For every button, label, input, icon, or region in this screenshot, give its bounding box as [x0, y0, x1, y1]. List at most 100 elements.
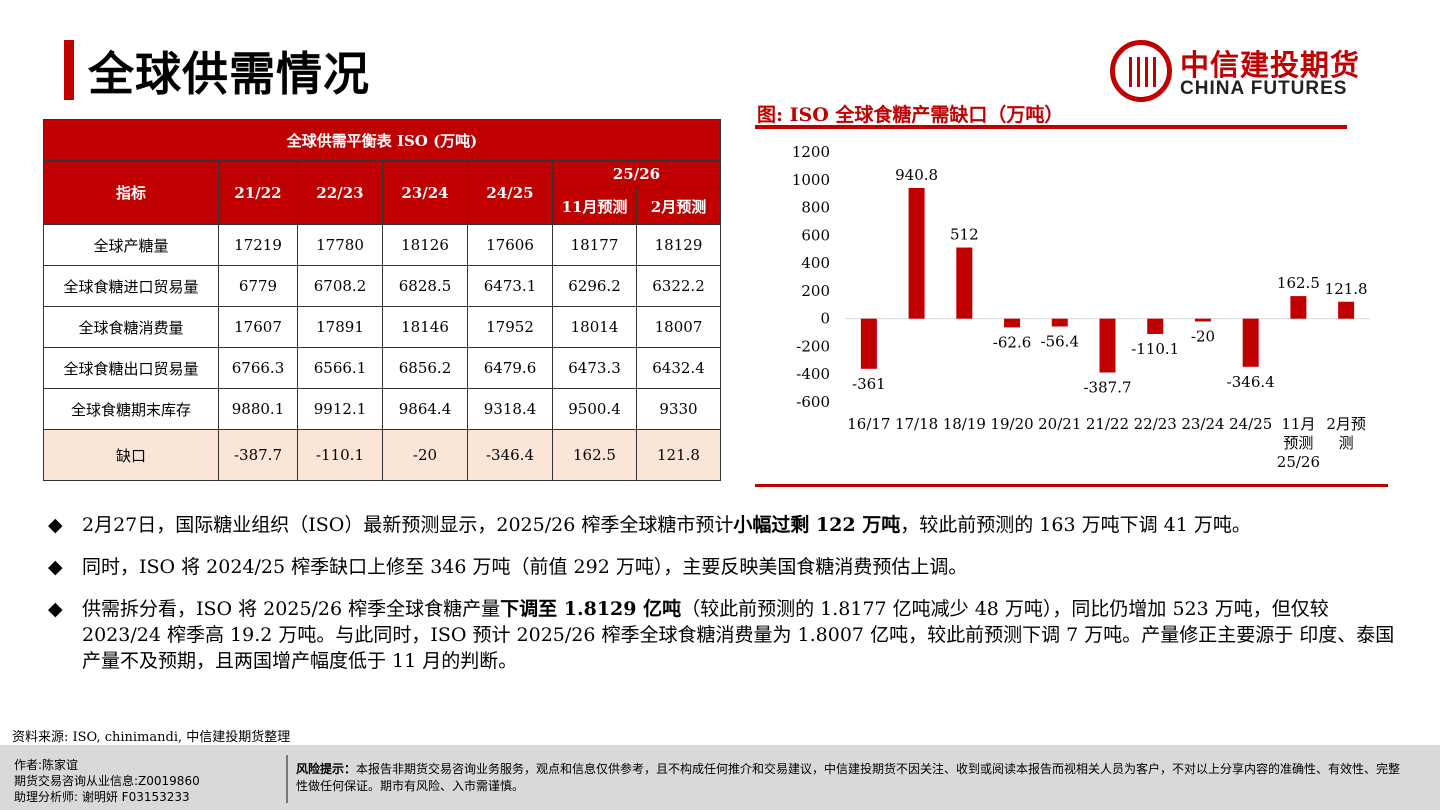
row-label: 全球食糖期末库存 — [43, 388, 219, 430]
x-tick-label: 20/21 — [1038, 415, 1081, 433]
data-label: 940.8 — [895, 166, 938, 184]
bullet-item: ◆ 供需拆分看，ISO 将 2025/26 榨季全球食糖产量下调至 1.8129 … — [48, 596, 1408, 674]
cell: 162.5 — [552, 429, 637, 481]
risk-text: 本报告非期货交易咨询业务服务，观点和信息仅供参考，且不构成任何推介和交易建议，中… — [296, 762, 1401, 793]
table-row: 全球产糖量 17219 17780 18126 17606 18177 18129 — [43, 224, 721, 266]
bullet-text: 小幅过剩 122 万吨 — [733, 514, 901, 536]
bar — [1051, 318, 1068, 327]
gap-bar-chart: 1200 1000 800 600 400 200 0 -200 -400 -600 -361 16/… — [792, 143, 1370, 471]
bullet-text: （较此前预测的 1.8177 亿吨减少 48 万吨），同比仍增加 523 万吨，… — [82, 598, 1395, 672]
cell: 6708.2 — [297, 265, 383, 307]
bar — [956, 247, 973, 319]
y-tick-label: 200 — [801, 282, 830, 300]
row-label: 全球食糖出口贸易量 — [43, 347, 219, 389]
y-tick-label: -400 — [796, 365, 830, 383]
bullet-item: ◆ 2月27日，国际糖业组织（ISO）最新预测显示，2025/26 榨季全球糖市预… — [48, 512, 1408, 538]
chart-bottom-line — [755, 484, 1388, 487]
cell: 6296.2 — [552, 265, 637, 307]
x-tick-label: 19/20 — [990, 415, 1033, 433]
x-tick-label: 18/19 — [943, 415, 986, 433]
x-tick-label: 2月预 — [1326, 415, 1366, 433]
cell: 17891 — [297, 306, 383, 348]
cell: 6779 — [218, 265, 298, 307]
footer-divider — [286, 755, 288, 803]
data-label: -361 — [852, 375, 886, 393]
data-label: -20 — [1191, 327, 1215, 345]
cell: -387.7 — [218, 429, 298, 481]
author: 作者:陈家谊 — [14, 758, 79, 772]
cell: 9912.1 — [297, 388, 383, 430]
cell: -20 — [382, 429, 468, 481]
bar — [1099, 318, 1116, 373]
assistant: 助理分析师: 谢明妍 F03153233 — [14, 790, 190, 804]
data-label: 162.5 — [1277, 274, 1320, 292]
row-label: 全球食糖进口贸易量 — [43, 265, 219, 307]
col-year: 23/24 — [382, 160, 468, 225]
data-label: -346.4 — [1227, 373, 1275, 391]
cell: 6473.1 — [467, 265, 553, 307]
risk-label: 风险提示： — [296, 762, 357, 776]
diamond-bullet-icon: ◆ — [48, 514, 63, 536]
col-indicator: 指标 — [43, 160, 219, 225]
logo-en: CHINA FUTURES — [1180, 78, 1348, 99]
source-note: 资料来源: ISO, chinimandi, 中信建投期货整理 — [12, 730, 291, 745]
cell: 6828.5 — [382, 265, 468, 307]
bar — [1338, 301, 1355, 319]
chart-title: 图: ISO 全球食糖产需缺口（万吨） — [757, 104, 1064, 126]
page-title: 全球供需情况 — [88, 47, 370, 101]
table-row: 全球食糖消费量 17607 17891 18146 17952 18014 18007 — [43, 306, 721, 348]
col-year: 21/22 — [218, 160, 298, 225]
cell: -346.4 — [467, 429, 553, 481]
cell: 6322.2 — [636, 265, 721, 307]
cell: 6856.2 — [382, 347, 468, 389]
cell: 6479.6 — [467, 347, 553, 389]
cell: 17607 — [218, 306, 298, 348]
title-accent-bar — [64, 40, 74, 100]
bar — [860, 318, 877, 369]
cell: 9880.1 — [218, 388, 298, 430]
bar — [1194, 318, 1211, 322]
logo-cn: 中信建投期货 — [1180, 48, 1361, 82]
x-tick-label: 25/26 — [1277, 453, 1320, 471]
cell: 6566.1 — [297, 347, 383, 389]
col-group: 25/26 — [552, 160, 721, 188]
table-row: 全球食糖期末库存 9880.1 9912.1 9864.4 9318.4 9500.4 93… — [43, 388, 721, 430]
risk-disclaimer: 风险提示：本报告非期货交易咨询业务服务，观点和信息仅供参考，且不构成任何推介和交… — [296, 761, 1406, 795]
data-label: 512 — [950, 226, 979, 244]
y-tick-label: 1200 — [792, 143, 830, 161]
y-tick-label: -600 — [796, 393, 830, 411]
bullet-text: 下调至 1.8129 亿吨 — [500, 598, 682, 620]
col-year: 24/25 — [467, 160, 553, 225]
cell: 6432.4 — [636, 347, 721, 389]
x-tick-label: 预测 — [1283, 434, 1313, 452]
cell: 17219 — [218, 224, 298, 266]
x-tick-label: 16/17 — [847, 415, 890, 433]
x-tick-label: 23/24 — [1181, 415, 1224, 433]
bar — [1242, 318, 1259, 367]
cell: 121.8 — [636, 429, 721, 481]
col-sub: 2月预测 — [636, 187, 721, 225]
bar — [1004, 318, 1021, 328]
cell: 18014 — [552, 306, 637, 348]
bullet-text: ，较此前预测的 163 万吨下调 41 万吨。 — [900, 514, 1251, 536]
bullet-item: ◆ 同时，ISO 将 2024/25 榨季缺口上修至 346 万吨（前值 292 … — [48, 554, 1408, 580]
data-label: 121.8 — [1325, 280, 1368, 298]
x-tick-label: 11月 — [1281, 415, 1315, 433]
x-tick-label: 22/23 — [1134, 415, 1177, 433]
bullet-text: 供需拆分看，ISO 将 2025/26 榨季全球食糖产量 — [82, 598, 501, 620]
y-tick-label: 800 — [801, 199, 830, 217]
x-tick-label: 24/25 — [1229, 415, 1272, 433]
y-tick-label: 0 — [820, 310, 830, 328]
data-label: -62.6 — [993, 333, 1031, 351]
cell: 18177 — [552, 224, 637, 266]
license: 期货交易咨询从业信息:Z0019860 — [14, 774, 200, 788]
cell: 17606 — [467, 224, 553, 266]
logo-emblem-icon — [1110, 40, 1172, 102]
x-tick-label: 测 — [1339, 434, 1354, 452]
cell: 18007 — [636, 306, 721, 348]
bar — [1147, 318, 1164, 334]
col-year: 22/23 — [297, 160, 383, 225]
bullet-list: ◆ 2月27日，国际糖业组织（ISO）最新预测显示，2025/26 榨季全球糖市预… — [48, 512, 1408, 690]
data-label: -110.1 — [1131, 340, 1179, 358]
diamond-bullet-icon: ◆ — [48, 598, 63, 620]
